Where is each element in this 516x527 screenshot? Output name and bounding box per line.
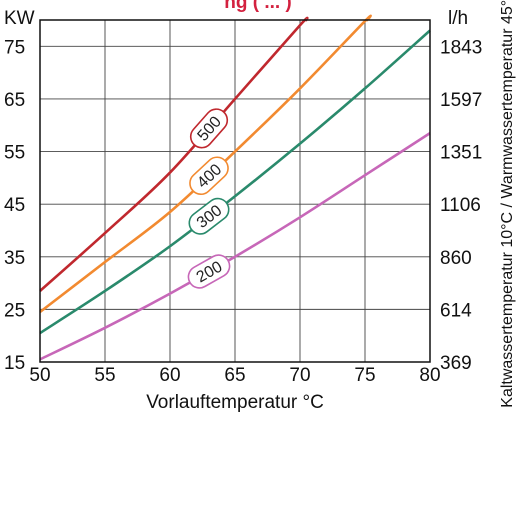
y-axis-right-unit: l/h (448, 8, 468, 29)
plot-frame (39, 19, 431, 363)
y-tick-label-right: 369 (440, 353, 472, 374)
y-tick-label-left: 65 (4, 90, 25, 111)
grid (40, 20, 430, 363)
x-tick-label: 60 (159, 365, 180, 386)
ticks: 50 55 60 65 70 75 80 15 369 25 614 35 860 45 1106 55 135… (4, 37, 482, 386)
y-tick-label-left: 55 (4, 143, 25, 164)
y-axis-left-unit: KW (4, 8, 35, 29)
chart-title: ng ( ... ) (224, 0, 292, 13)
series-line-300 (39, 29, 431, 335)
series-label-bubble (189, 108, 229, 149)
series-label-200: 200 (187, 254, 231, 289)
y-tick-label-right: 614 (440, 300, 472, 321)
y-axis-right-title: Kaltwassertemperatur 10°C / Warmwasserte… (499, 0, 516, 408)
x-tick-label: 65 (224, 365, 245, 386)
series-line-200 (39, 132, 431, 361)
y-tick-label-right: 860 (440, 248, 472, 269)
x-tick-label: 70 (289, 365, 310, 386)
series-line-400 (39, 14, 372, 314)
x-tick-label: 50 (29, 365, 50, 386)
x-tick-label: 80 (419, 365, 440, 386)
series-label-bubble (189, 156, 229, 196)
y-tick-label-right: 1106 (440, 195, 481, 216)
y-tick-label-right: 1351 (440, 143, 482, 164)
x-tick-label: 55 (94, 365, 115, 386)
y-tick-label-left: 35 (4, 248, 25, 269)
series-label-300: 300 (188, 197, 230, 235)
y-tick-label-left: 15 (4, 353, 25, 374)
y-tick-label-right: 1843 (440, 37, 482, 58)
y-tick-label-right: 1597 (440, 90, 482, 111)
series-line-500 (39, 16, 309, 292)
x-axis-title: Vorlauftemperatur °C (146, 392, 324, 413)
y-tick-label-left: 25 (4, 300, 25, 321)
y-tick-label-left: 75 (4, 37, 25, 58)
series-label-bubble (188, 197, 230, 235)
x-tick-label: 75 (354, 365, 375, 386)
y-tick-label-left: 45 (4, 195, 25, 216)
